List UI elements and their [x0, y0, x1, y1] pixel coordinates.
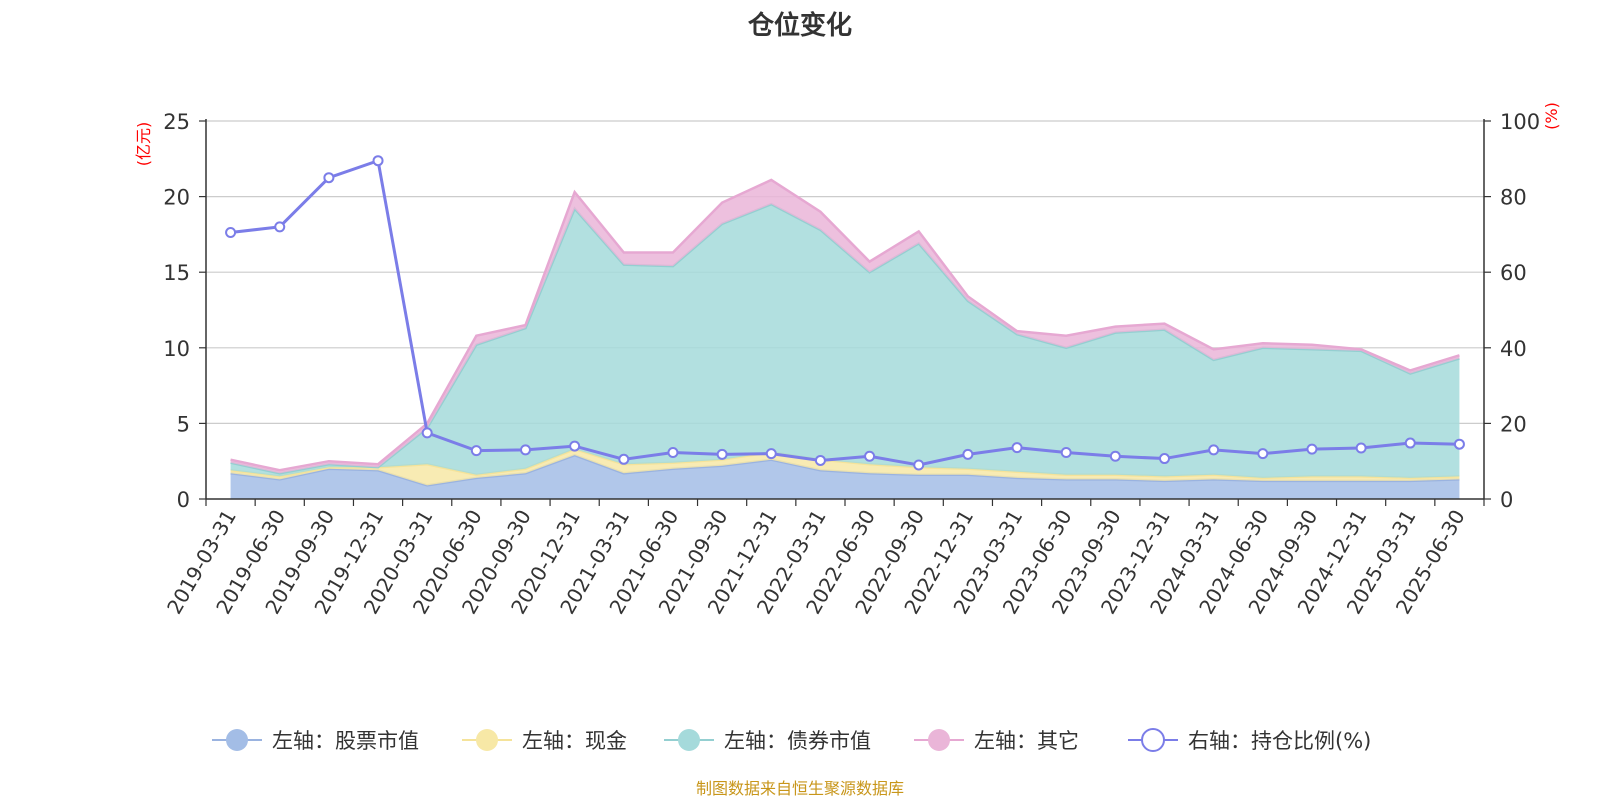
left-axis-tick-label: 5	[177, 412, 190, 436]
source-note: 制图数据来自恒生聚源数据库	[696, 779, 904, 798]
holding-ratio-point	[421, 427, 433, 439]
legend-label: 左轴：其它	[974, 729, 1079, 753]
legend-marker	[226, 729, 248, 751]
holding-ratio-point	[814, 454, 826, 466]
holding-ratio-point	[569, 440, 581, 452]
legend-marker	[678, 729, 700, 751]
legend-marker	[476, 729, 498, 751]
holding-ratio-line	[225, 155, 1465, 471]
holding-ratio-point	[618, 453, 630, 465]
holding-ratio-point	[716, 448, 728, 460]
holding-ratio-point	[913, 459, 925, 471]
left-axis-tick-label: 25	[163, 110, 190, 134]
right-axis-tick-label: 60	[1500, 261, 1527, 285]
legend-item-0: 左轴：股票市值	[212, 729, 419, 753]
legend-label: 右轴：持仓比例(%)	[1188, 729, 1371, 753]
legend-label: 左轴：股票市值	[272, 729, 419, 753]
legend-item-3: 左轴：其它	[914, 729, 1079, 753]
left-axis-tick-label: 15	[163, 261, 190, 285]
holding-ratio-point	[372, 155, 384, 167]
right-axis-tick-label: 40	[1500, 337, 1527, 361]
right-axis-tick-label: 80	[1500, 186, 1527, 210]
right-axis-tick-label: 20	[1500, 412, 1527, 436]
holding-ratio-point	[470, 445, 482, 457]
holding-ratio-point	[864, 450, 876, 462]
legend-label: 左轴：现金	[522, 729, 627, 753]
holding-ratio-point	[1060, 447, 1072, 459]
holding-ratio-point	[962, 448, 974, 460]
area-series-2	[230, 204, 1460, 478]
stacked-areas	[230, 178, 1460, 499]
holding-ratio-point	[274, 221, 286, 233]
holding-ratio-point	[1011, 442, 1023, 454]
holding-ratio-path	[230, 158, 1460, 467]
holding-ratio-point	[1453, 438, 1465, 450]
holding-ratio-point	[1208, 444, 1220, 456]
legend-marker	[928, 729, 950, 751]
left-axis-tick-label: 10	[163, 337, 190, 361]
holding-ratio-point	[1306, 443, 1318, 455]
area-series-3	[230, 179, 1460, 474]
legend-label: 左轴：债券市值	[724, 729, 871, 753]
left-axis-tick-label: 20	[163, 186, 190, 210]
holding-ratio-point	[225, 227, 237, 239]
holding-ratio-point	[1355, 442, 1367, 454]
chart-title: 仓位变化	[747, 10, 852, 41]
legend-item-4: 右轴：持仓比例(%)	[1128, 728, 1371, 753]
legend-item-2: 左轴：债券市值	[664, 729, 871, 753]
area-series-0	[230, 455, 1460, 499]
holding-ratio-point	[1257, 448, 1269, 460]
left-axis-unit: (亿元)	[134, 122, 153, 167]
holding-ratio-point	[323, 172, 335, 184]
right-axis-unit: (%)	[1542, 102, 1561, 130]
holding-ratio-point	[1404, 437, 1416, 449]
holding-ratio-point	[765, 448, 777, 460]
holding-ratio-point	[520, 444, 531, 456]
left-axis-tick-label: 0	[177, 488, 190, 512]
legend-marker	[1141, 728, 1165, 752]
legend: 左轴：股票市值 左轴：现金 左轴：债券市值 左轴：其它 右轴：持仓比例(%)	[212, 728, 1371, 753]
right-axis-tick-label: 100	[1500, 110, 1540, 134]
area-top-line-3	[230, 178, 1460, 472]
holding-ratio-point	[1159, 453, 1170, 465]
holding-ratio-point	[667, 447, 679, 459]
right-axis-tick-label: 0	[1500, 488, 1513, 512]
legend-item-1: 左轴：现金	[462, 729, 627, 753]
holding-ratio-point	[1109, 450, 1121, 462]
